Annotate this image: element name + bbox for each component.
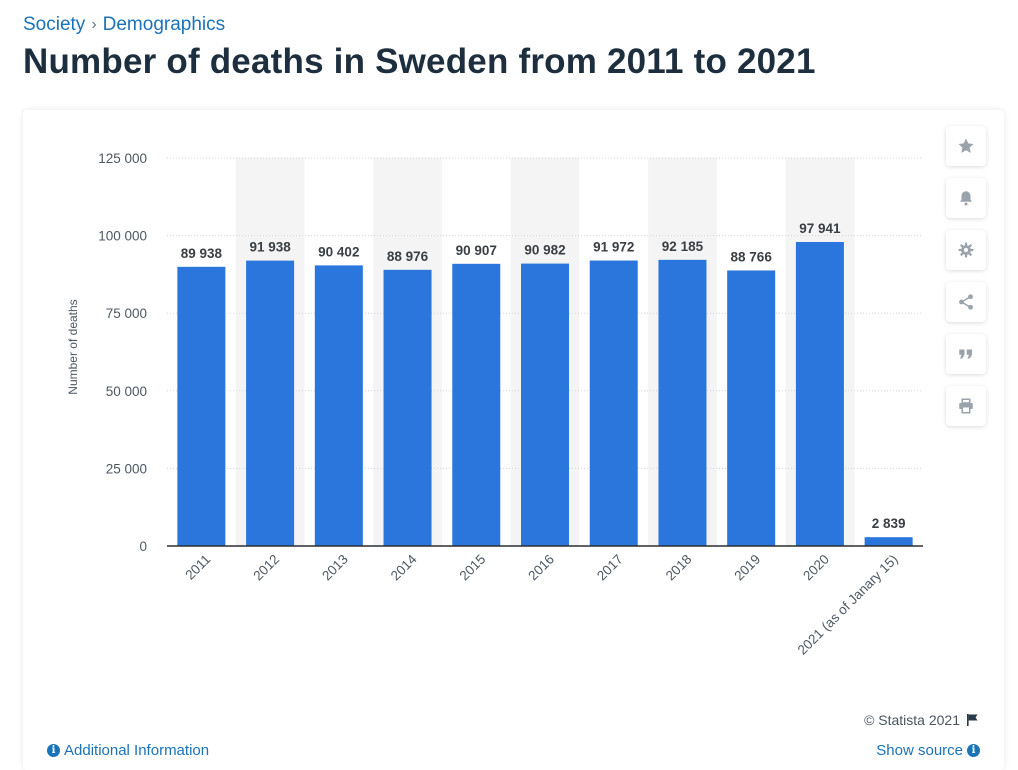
copyright-text: © Statista 2021 [864,712,960,728]
data-label: 90 402 [318,244,359,259]
additional-information-link[interactable]: i Additional Information [47,742,209,759]
bell-icon [960,191,972,206]
bar-2018[interactable] [658,259,707,546]
y-tick-label: 50 000 [106,384,147,399]
breadcrumb-demographics-link[interactable]: Demographics [102,14,226,35]
x-tick-label: 2015 [457,552,489,584]
show-source-label: Show source [876,742,963,759]
favorite-button[interactable] [946,126,986,166]
y-tick-label: 100 000 [98,229,147,244]
bar-2020[interactable] [795,241,844,546]
bar-2019[interactable] [727,270,776,546]
cite-button[interactable] [946,334,986,374]
star-icon [958,138,974,153]
data-label: 2 839 [872,516,906,531]
data-label: 88 766 [731,249,773,264]
breadcrumb: Society › Demographics [23,14,225,36]
bar-2012[interactable] [246,260,295,546]
y-tick-label: 75 000 [106,306,147,321]
share-icon [959,294,973,310]
data-label: 90 982 [524,243,565,258]
x-tick-label: 2014 [388,551,420,583]
x-tick-label: 2019 [731,552,763,584]
data-label: 92 185 [662,239,704,254]
x-tick-label: 2012 [250,552,282,584]
y-tick-label: 125 000 [98,151,147,166]
print-icon [959,398,973,414]
x-tick-label: 2018 [663,552,695,584]
info-icon: i [967,744,980,757]
copyright: © Statista 2021 [864,712,980,728]
chart-toolbar [946,126,988,438]
settings-button[interactable] [946,230,986,270]
breadcrumb-society-link[interactable]: Society [23,14,86,35]
y-tick-label: 0 [139,539,147,554]
x-tick-label: 2020 [800,552,832,584]
data-label: 88 976 [387,249,429,264]
page-title: Number of deaths in Sweden from 2011 to … [23,42,816,81]
info-icon: i [47,744,60,757]
data-label: 97 941 [799,221,841,236]
x-tick-label: 2011 [182,552,213,583]
bar-2021 (as of Janary 15)[interactable] [864,537,913,546]
share-button[interactable] [946,282,986,322]
data-label: 91 972 [593,240,634,255]
bar-2011[interactable] [177,266,226,546]
y-tick-label: 25 000 [106,461,147,476]
x-tick-label: 2017 [594,552,626,584]
y-axis-label: Number of deaths [66,299,80,394]
data-label: 89 938 [181,246,223,261]
data-label: 91 938 [249,240,291,255]
gear-icon [958,242,974,258]
notification-button[interactable] [946,178,986,218]
bar-2014[interactable] [383,269,432,546]
x-tick-label: 2016 [525,552,557,584]
quote-icon [959,349,972,359]
print-button[interactable] [946,386,986,426]
data-label: 90 907 [456,243,497,258]
bar-2017[interactable] [589,260,638,546]
breadcrumb-separator: › [91,16,97,33]
flag-icon [967,714,978,726]
bar-2015[interactable] [452,263,501,546]
show-source-link[interactable]: Show source i [876,742,980,759]
bar-2013[interactable] [314,265,363,546]
bar-2016[interactable] [521,263,569,546]
x-tick-label: 2013 [319,552,351,584]
additional-information-label: Additional Information [64,742,210,759]
